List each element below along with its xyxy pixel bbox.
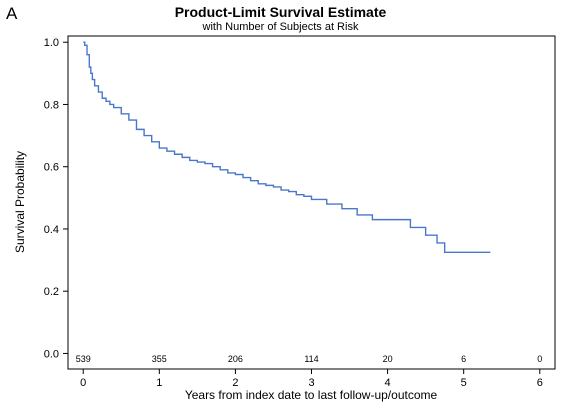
y-axis-label: Survival Probability — [13, 151, 27, 253]
panel-letter: A — [6, 4, 18, 23]
at-risk-count: 20 — [383, 354, 393, 364]
chart-subtitle: with Number of Subjects at Risk — [202, 21, 359, 33]
x-tick-label: 0 — [80, 377, 86, 389]
at-risk-count: 0 — [537, 354, 542, 364]
plot-frame — [67, 35, 556, 370]
at-risk-count: 206 — [228, 354, 243, 364]
at-risk-count: 6 — [461, 354, 466, 364]
x-tick-label: 2 — [232, 377, 238, 389]
y-tick-label: 0.6 — [44, 162, 59, 174]
chart-title: Product-Limit Survival Estimate — [174, 4, 387, 20]
survival-curve — [83, 41, 491, 253]
x-tick-label: 3 — [308, 377, 314, 389]
y-tick-label: 0.0 — [44, 348, 59, 360]
x-tick-label: 5 — [461, 377, 467, 389]
at-risk-row: 539 355 206 114 20 6 0 — [76, 354, 543, 364]
at-risk-count: 114 — [304, 354, 318, 364]
y-tick-label: 0.8 — [44, 99, 59, 111]
y-tick-label: 0.2 — [44, 286, 59, 298]
y-axis: 0.0 0.2 0.4 0.6 0.8 1.0 — [44, 37, 68, 360]
y-tick-label: 0.4 — [44, 224, 59, 236]
at-risk-count: 355 — [152, 354, 167, 364]
x-tick-label: 4 — [385, 377, 391, 389]
x-axis-label: Years from index date to last follow-up/… — [185, 388, 438, 402]
y-tick-label: 1.0 — [44, 37, 59, 49]
x-tick-label: 1 — [156, 377, 162, 389]
at-risk-count: 539 — [76, 354, 91, 364]
survival-series-line — [83, 41, 491, 253]
x-tick-label: 6 — [537, 377, 543, 389]
x-axis: 0 1 2 3 4 5 6 — [80, 369, 543, 389]
